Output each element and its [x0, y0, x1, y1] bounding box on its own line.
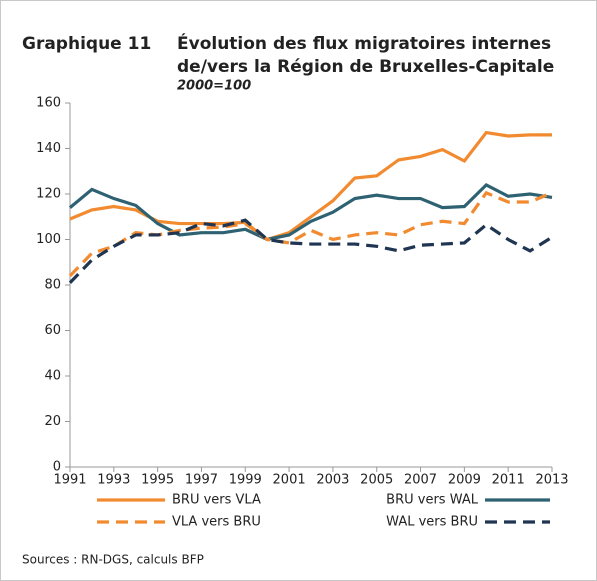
x-tick-label: 1995 — [141, 473, 174, 488]
legend-label: VLA vers BRU — [172, 515, 261, 530]
series-line — [68, 182, 553, 242]
legend-label: BRU vers VLA — [172, 493, 261, 508]
y-tick-label: 0 — [53, 460, 61, 475]
chart-subtitle: 2000=100 — [177, 79, 251, 94]
x-tick-label: 2013 — [535, 473, 568, 488]
source: Sources : RN-DGS, calculs BFP — [22, 553, 204, 567]
x-tick-label: 2011 — [492, 473, 525, 488]
chart-title: Évolution des flux migratoires internes — [177, 32, 551, 54]
y-tick-label: 80 — [44, 278, 61, 293]
legend-label: WAL vers BRU — [386, 515, 478, 530]
x-tick-label: 1997 — [185, 473, 218, 488]
x-tick-label: 2007 — [404, 473, 437, 488]
x-tick-label: 2003 — [316, 473, 349, 488]
x-tick-label: 2001 — [273, 473, 306, 488]
y-tick-label: 140 — [36, 141, 61, 156]
y-tick-label: 120 — [36, 187, 61, 202]
y-tick-label: 40 — [44, 369, 61, 384]
y-tick-label: 20 — [44, 414, 61, 429]
y-tick-label: 160 — [36, 96, 61, 111]
series-line — [68, 218, 553, 284]
x-tick-label: 1999 — [229, 473, 262, 488]
y-tick-label: 100 — [36, 232, 61, 247]
x-tick-label: 1991 — [53, 473, 86, 488]
chart-label: Graphique 11 — [22, 34, 151, 54]
y-tick-label: 60 — [44, 323, 61, 338]
x-tick-label: 1993 — [97, 473, 130, 488]
legend-label: BRU vers WAL — [386, 493, 479, 508]
x-tick-label: 2005 — [360, 473, 393, 488]
chart-title: de/vers la Région de Bruxelles-Capitale — [177, 57, 554, 77]
x-tick-label: 2009 — [448, 473, 481, 488]
